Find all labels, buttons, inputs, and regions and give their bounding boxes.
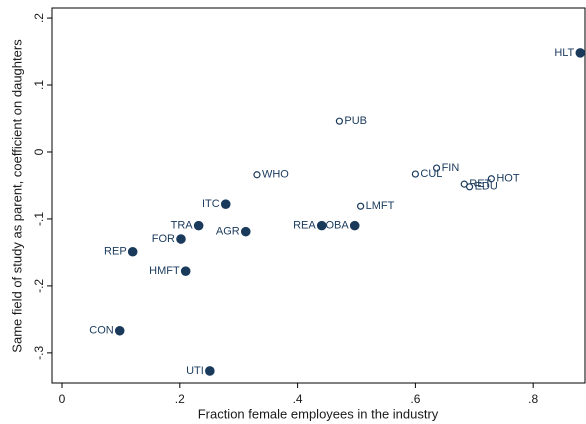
point-label: WHO bbox=[262, 169, 289, 181]
point-label: EDU bbox=[475, 181, 498, 193]
point bbox=[193, 220, 204, 231]
point-label: UTI bbox=[186, 365, 204, 377]
point-label: REP bbox=[104, 246, 127, 258]
point bbox=[465, 183, 474, 191]
point bbox=[127, 246, 138, 257]
point bbox=[487, 175, 495, 183]
point bbox=[432, 164, 441, 172]
y-tick-label: -.1 bbox=[32, 212, 46, 226]
point bbox=[205, 366, 215, 376]
point bbox=[357, 202, 365, 210]
point bbox=[253, 171, 261, 179]
point bbox=[240, 226, 251, 237]
y-tick-label: -.3 bbox=[32, 346, 46, 360]
point-label: ITC bbox=[202, 198, 220, 210]
x-tick-label: .4 bbox=[293, 392, 303, 406]
point-label: OBA bbox=[325, 220, 349, 232]
point-label: PUB bbox=[344, 115, 367, 127]
y-tick-label: .1 bbox=[32, 80, 46, 90]
point-label: HLT bbox=[554, 47, 574, 59]
y-tick-label: -.2 bbox=[32, 279, 46, 293]
point bbox=[411, 170, 419, 178]
point bbox=[220, 199, 231, 210]
plot-frame bbox=[51, 7, 586, 384]
point-label: HOT bbox=[496, 173, 520, 185]
point-label: AGR bbox=[216, 226, 240, 238]
point-label: CUL bbox=[420, 168, 442, 180]
point-label: LMFT bbox=[366, 200, 395, 212]
point-label: HMFT bbox=[149, 265, 180, 277]
x-tick-label: 0 bbox=[59, 392, 66, 406]
x-tick-label: .6 bbox=[410, 392, 420, 406]
y-tick-label: 0 bbox=[32, 148, 46, 155]
point bbox=[335, 117, 344, 125]
point bbox=[114, 325, 125, 336]
point-label: CON bbox=[89, 325, 114, 337]
x-axis-title: Fraction female employees in the industr… bbox=[198, 406, 439, 421]
x-tick-label: .2 bbox=[175, 392, 185, 406]
y-tick-label: .2 bbox=[32, 13, 46, 23]
point bbox=[575, 48, 586, 58]
point-label: FOR bbox=[152, 233, 175, 245]
point bbox=[349, 220, 360, 231]
x-tick-label: .8 bbox=[528, 392, 538, 406]
point-label: TRA bbox=[171, 220, 194, 232]
point bbox=[176, 234, 186, 244]
y-axis-title: Same field of study as parent, coefficie… bbox=[9, 39, 24, 353]
point bbox=[316, 220, 327, 231]
point-label: REA bbox=[293, 220, 316, 232]
point bbox=[180, 266, 191, 276]
point-label: FIN bbox=[442, 162, 460, 174]
point-label: RET bbox=[469, 178, 491, 190]
